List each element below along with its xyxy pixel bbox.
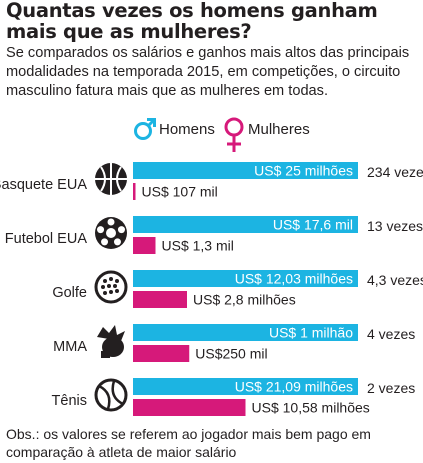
- golf-ball-icon: [96, 272, 126, 302]
- category-label: Futebol EUA: [5, 231, 88, 247]
- data-label-women: US$250 mil: [195, 346, 267, 362]
- mma-glove-icon: [97, 325, 125, 358]
- basketball-icon: [95, 163, 127, 195]
- bar-women: [133, 345, 189, 362]
- bar-women: [133, 237, 156, 254]
- ratio-label: 2 vezes: [367, 380, 415, 396]
- category-label: MMA: [53, 339, 87, 355]
- chart-row: Golfe US$ 12,03 milhões US$ 2,8 milhões 4,3…: [52, 270, 423, 308]
- soccer-ball-icon: [95, 217, 127, 249]
- category-label: Golfe: [52, 285, 87, 301]
- category-label: Tênis: [52, 393, 87, 409]
- category-label: Basquete EUA: [0, 177, 87, 193]
- ratio-label: 13 vezes: [367, 218, 423, 234]
- data-label-women: US$ 10,58 milhões: [252, 400, 370, 416]
- tennis-ball-icon: [96, 380, 126, 410]
- data-label-men: US$ 21,09 milhões: [235, 379, 353, 395]
- data-label-men: US$ 17,6 mil: [273, 217, 353, 233]
- footnote: Obs.: os valores se referem ao jogador m…: [6, 425, 418, 461]
- data-label-men: US$ 1 milhão: [269, 325, 353, 341]
- data-label-men: US$ 25 milhões: [254, 163, 353, 179]
- data-label-women: US$ 2,8 milhões: [193, 292, 296, 308]
- bar-women: [133, 183, 136, 200]
- chart-row: Futebol EUA US$ 17,6 mil US$ 1,3 mil 13 vez…: [5, 216, 423, 254]
- chart-row: Tênis US$ 21,09 milhões US$ 10,58 milhões 2…: [52, 378, 416, 416]
- bar-women: [133, 399, 246, 416]
- ratio-label: 4 vezes: [367, 326, 415, 342]
- data-label-women: US$ 107 mil: [142, 184, 218, 200]
- data-label-women: US$ 1,3 mil: [162, 238, 234, 254]
- data-label-men: US$ 12,03 milhões: [235, 271, 353, 287]
- ratio-label: 4,3 vezes: [367, 272, 423, 288]
- ratio-label: 234 vezes: [367, 164, 423, 180]
- chart-row: Basquete EUA US$ 25 milhões US$ 107 mil 234…: [0, 162, 423, 200]
- bar-women: [133, 291, 187, 308]
